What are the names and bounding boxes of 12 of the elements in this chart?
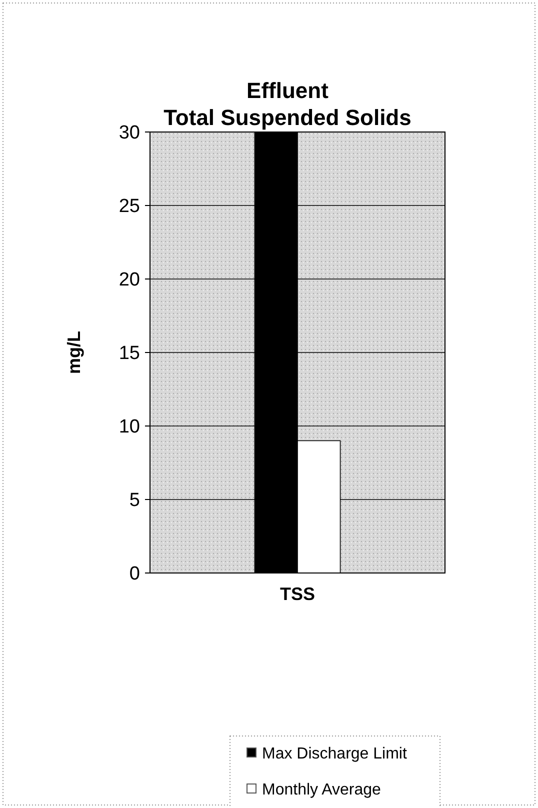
y-tick-label: 0: [129, 564, 140, 585]
legend-label: Max Discharge Limit: [262, 745, 408, 762]
y-tick-label: 15: [118, 343, 140, 364]
x-tick-label: TSS: [280, 584, 316, 604]
y-tick-label: 5: [129, 490, 140, 512]
y-axis-title: mg/L: [64, 331, 84, 374]
y-tick-label: 10: [118, 416, 140, 438]
legend-label: Monthly Average: [262, 781, 381, 798]
y-tick-label: 20: [118, 270, 140, 291]
y-tick-label: 30: [118, 122, 140, 144]
chart-title: Effluent Total Suspended Solids: [164, 78, 412, 130]
y-tick-label: 25: [118, 196, 140, 218]
